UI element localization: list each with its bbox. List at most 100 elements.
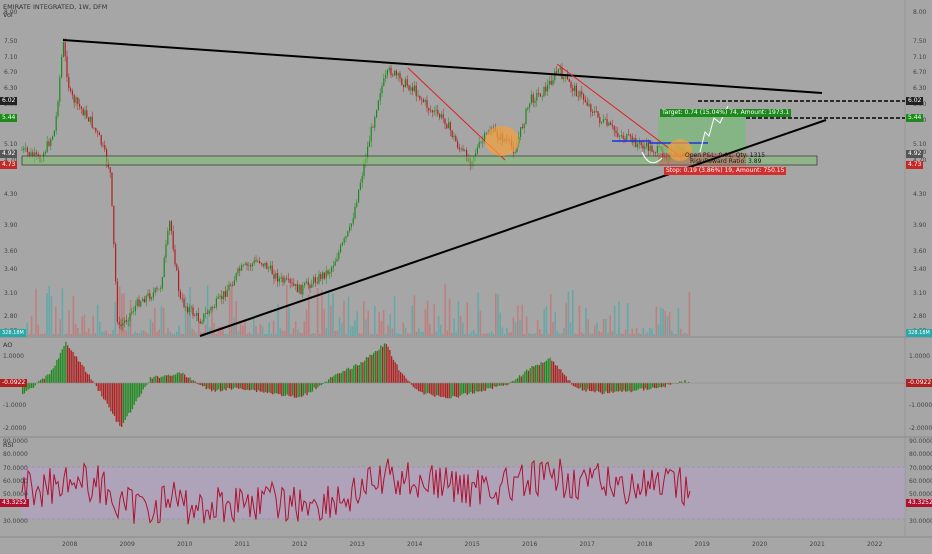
ao-bar [67, 345, 69, 383]
stop-info-label[interactable]: Stop: 0.19 (3.86%) 19, Amount: 750.15 [664, 167, 787, 175]
ao-bar [490, 383, 492, 389]
candle-body [611, 124, 613, 127]
candle-body [613, 126, 615, 131]
candle-body [266, 262, 268, 270]
candle-body [151, 297, 153, 300]
volume-bar [688, 291, 691, 336]
volume-bars [22, 284, 691, 336]
ao-bar [610, 383, 612, 392]
ao-bar [554, 365, 557, 383]
volume-bar [158, 329, 160, 336]
candle-body [422, 99, 424, 102]
candle-body [619, 136, 621, 137]
ao-bar [459, 383, 461, 396]
ao-bar [169, 375, 171, 383]
rsi-tick-label-left: 90.0000 [3, 438, 28, 445]
candle-body [163, 257, 165, 278]
candle-body [111, 172, 113, 206]
volume-bar [415, 332, 418, 336]
volume-bar [26, 322, 28, 336]
candle-body [604, 119, 606, 120]
volume-bar [270, 333, 273, 336]
ao-bar [166, 375, 168, 383]
candle-body [586, 102, 588, 106]
volume-bar [572, 289, 574, 336]
candle-body [368, 141, 370, 147]
volume-bar [288, 307, 290, 336]
volume-bar [561, 333, 563, 336]
ao-bar [295, 383, 297, 398]
candle-body [323, 272, 325, 279]
candle-body [269, 265, 271, 269]
candle-body [386, 70, 388, 76]
candle-body [539, 93, 541, 97]
candle-body [293, 283, 295, 286]
ao-bar [50, 370, 53, 383]
ao-bar [684, 380, 686, 383]
ao-bar [650, 383, 652, 389]
volume-bar [149, 319, 152, 336]
volume-bar [358, 333, 361, 336]
volume-bar [72, 296, 75, 336]
candle-body [592, 111, 594, 113]
ao-bar [623, 383, 625, 391]
volume-bar [110, 333, 112, 336]
candle-body [595, 111, 597, 112]
volume-bar [367, 310, 369, 336]
ao-bar [117, 383, 119, 422]
candle-body [30, 152, 32, 156]
candle-body [651, 145, 653, 152]
ao-bar [670, 383, 672, 385]
candle-body [113, 205, 115, 245]
volume-bar [94, 333, 97, 336]
ao-bar [358, 365, 360, 383]
price-tick-label: 4.70 [913, 157, 927, 164]
time-tick-label: 2020 [752, 541, 767, 548]
ao-bar [207, 383, 209, 389]
candle-body [318, 274, 320, 284]
price-label-stop-left: 4.73 [0, 161, 18, 169]
volume-bar [138, 333, 141, 336]
ao-bar [275, 383, 278, 394]
rsi-tick-label-left: 80.0000 [3, 451, 28, 458]
rsi-tick-label-left: 50.0000 [3, 491, 28, 498]
candle-body [419, 95, 421, 99]
candle-body [529, 103, 531, 108]
ao-bar [578, 383, 580, 389]
ao-bar [227, 383, 229, 388]
candle-body [52, 136, 54, 140]
candle-body [214, 307, 216, 308]
price-tick-label-left: 2.80 [4, 313, 18, 320]
volume-bar [341, 323, 343, 336]
volume-bar [156, 331, 158, 336]
ao-value-left: -0.0922 [0, 379, 28, 387]
candle-body [62, 42, 64, 57]
volume-bar [517, 305, 519, 336]
ao-tick-label-left: -2.0000 [3, 425, 26, 432]
target-info-label[interactable]: Target: 0.74 (15.04%) 74, Amount: 1973.1 [660, 109, 792, 117]
ao-bar [468, 383, 470, 394]
ascending-trendline[interactable] [199, 119, 827, 337]
candle-body [140, 301, 142, 307]
ao-bar [621, 383, 623, 392]
ao-bar [365, 357, 368, 383]
candle-body [50, 139, 52, 146]
ao-bar [385, 343, 387, 383]
ao-bar [270, 383, 272, 394]
ao-bar [531, 365, 533, 383]
candle-body [336, 258, 338, 262]
volume-bar [233, 317, 235, 336]
volume-bar [407, 333, 409, 336]
candle-body [167, 230, 169, 245]
candle-body [597, 111, 599, 118]
descending-trendline[interactable] [62, 39, 823, 94]
ao-bar [146, 383, 148, 385]
volume-bar [178, 325, 180, 336]
ao-bar [605, 383, 607, 392]
ao-bar [225, 383, 227, 391]
ao-bar [668, 383, 670, 385]
volume-bar [169, 331, 171, 336]
candle-body [354, 206, 356, 219]
